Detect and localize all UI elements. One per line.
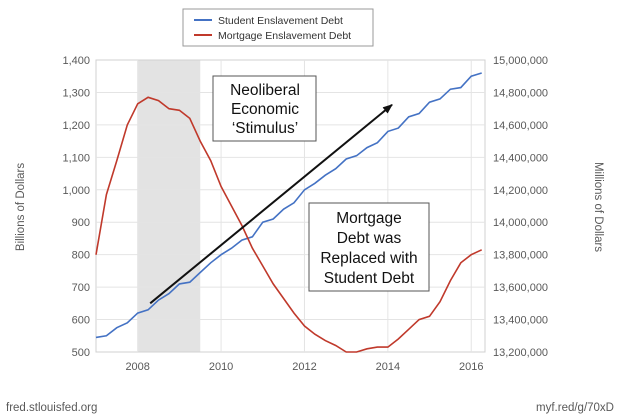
- left-tick-label: 1,100: [62, 152, 90, 164]
- trend-arrow: [149, 104, 393, 305]
- student-debt-line: [95, 72, 482, 339]
- right-tick-label: 15,000,000: [493, 55, 548, 67]
- x-tick-label: 2012: [292, 361, 316, 373]
- legend-label-student: Student Enslavement Debt: [218, 15, 343, 27]
- left-tick-label: 1,000: [62, 185, 90, 197]
- mortgage-debt-line: [95, 96, 483, 353]
- right-axis-title: Millions of Dollars: [592, 162, 604, 252]
- left-tick-label: 900: [72, 217, 90, 229]
- left-axis-ticks: 500 600 700 800 900 1,000 1,100 1,200 1,300 1,400: [62, 55, 90, 359]
- right-tick-label: 13,800,000: [493, 250, 548, 262]
- annotation-stimulus: Neoliberal Economic ‘Stimulus’: [212, 75, 317, 142]
- annotation-stimulus-line-2: Economic: [231, 101, 299, 118]
- legend-box: [182, 8, 374, 47]
- annotation-stimulus-box: [212, 75, 317, 142]
- right-axis-ticks: 13,200,000 13,400,000 13,600,000 13,800,000…: [493, 55, 548, 359]
- right-tick-label: 14,800,000: [493, 87, 548, 99]
- right-tick-label: 13,600,000: [493, 282, 548, 294]
- recession-shading: [137, 60, 201, 352]
- x-tick-label: 2010: [209, 361, 233, 373]
- left-axis-title: Billions of Dollars: [15, 163, 27, 251]
- annotation-stimulus-line-1: Neoliberal: [230, 82, 300, 99]
- left-tick-label: 1,200: [62, 120, 90, 132]
- left-tick-label: 800: [72, 250, 90, 262]
- x-tick-label: 2016: [459, 361, 483, 373]
- legend-label-mortgage: Mortgage Enslavement Debt: [218, 30, 351, 42]
- annotation-replaced-line-1: Mortgage: [336, 210, 401, 227]
- annotation-replaced-line-2: Debt was: [337, 230, 402, 247]
- right-tick-label: 13,400,000: [493, 315, 548, 327]
- footer-source: fred.stlouisfed.org: [6, 402, 97, 414]
- x-axis-ticks: 2008 2010 2012 2014 2016: [125, 361, 483, 373]
- x-tick-label: 2014: [376, 361, 400, 373]
- footer-short-link: myf.red/g/70xD: [536, 402, 614, 414]
- left-tick-label: 1,300: [62, 87, 90, 99]
- left-tick-label: 500: [72, 347, 90, 359]
- annotation-replaced: Mortgage Debt was Replaced with Student …: [308, 202, 430, 292]
- right-tick-label: 13,200,000: [493, 347, 548, 359]
- left-tick-label: 600: [72, 315, 90, 327]
- left-tick-label: 1,400: [62, 55, 90, 67]
- right-tick-label: 14,600,000: [493, 120, 548, 132]
- x-tick-label: 2008: [125, 361, 149, 373]
- annotation-replaced-line-4: Student Debt: [324, 270, 415, 287]
- right-tick-label: 14,400,000: [493, 152, 548, 164]
- legend: Student Enslavement Debt Mortgage Enslav…: [182, 8, 374, 47]
- annotation-stimulus-line-3: ‘Stimulus’: [232, 120, 298, 137]
- left-tick-label: 700: [72, 282, 90, 294]
- right-tick-label: 14,000,000: [493, 217, 548, 229]
- right-tick-label: 14,200,000: [493, 185, 548, 197]
- annotation-replaced-box: [308, 202, 430, 292]
- annotation-replaced-line-3: Replaced with: [320, 250, 417, 267]
